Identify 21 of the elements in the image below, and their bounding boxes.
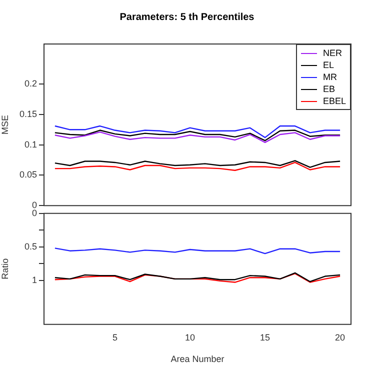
y-tick-label: 0 bbox=[32, 208, 37, 218]
x-tick-label: 5 bbox=[112, 332, 118, 342]
y-axis-title: MSE bbox=[0, 115, 10, 135]
y-tick-label: 0.2 bbox=[24, 78, 37, 89]
legend-label: EB bbox=[322, 84, 335, 94]
y-tick-label: 0.05 bbox=[19, 170, 37, 180]
y-tick-label: 1 bbox=[32, 274, 37, 285]
y-tick-label: 0.1 bbox=[24, 139, 37, 150]
y-tick-label: 0 bbox=[32, 200, 37, 210]
legend-label: EL bbox=[322, 60, 334, 70]
y-tick-label: 0.15 bbox=[19, 108, 37, 119]
x-tick-label: 15 bbox=[260, 332, 270, 342]
legend-label: EBEL bbox=[322, 96, 346, 106]
x-tick-label: 20 bbox=[335, 332, 346, 342]
y-axis-title: Ratio bbox=[0, 258, 10, 280]
chart-title: Parameters: 5 th Percentiles bbox=[118, 12, 256, 23]
legend-label: MR bbox=[322, 72, 337, 82]
x-tick-label: 10 bbox=[184, 332, 196, 342]
y-tick-label: 0.5 bbox=[24, 241, 37, 252]
x-axis-title: Area Number bbox=[170, 354, 224, 364]
legend-label: NER bbox=[322, 48, 342, 58]
